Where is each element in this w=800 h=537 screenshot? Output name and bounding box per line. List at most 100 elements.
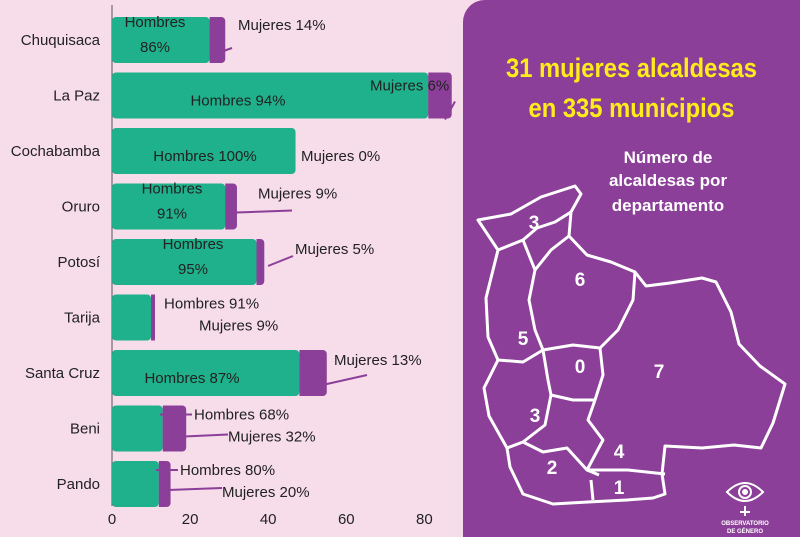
x-tick-label: 80 bbox=[416, 511, 433, 528]
border-chuquisaca-tarija bbox=[587, 468, 666, 476]
border-la-paz-oruro bbox=[497, 238, 545, 351]
category-labels: Chuquisaca La Paz Cochabamba Oruro Potosí Tar… bbox=[11, 32, 101, 493]
border-potosi-chuquisaca bbox=[506, 394, 553, 450]
data-label-hombres: Hombres 68% bbox=[194, 407, 289, 424]
bar-hombres bbox=[112, 405, 163, 452]
category-label: Pando bbox=[57, 476, 100, 493]
bar-hombres bbox=[112, 294, 152, 341]
bar-hombres bbox=[112, 350, 300, 396]
x-tick-label: 40 bbox=[260, 511, 277, 528]
bar-joint bbox=[299, 350, 304, 396]
map-count-cochabamba: 0 bbox=[575, 357, 586, 378]
bar-hombres bbox=[112, 128, 296, 174]
bar-mujeres bbox=[299, 350, 327, 396]
category-label: Potosí bbox=[57, 254, 100, 271]
data-label-mujeres: Mujeres 0% bbox=[301, 148, 380, 165]
category-label: Cochabamba bbox=[11, 143, 101, 160]
bar-hombres bbox=[112, 17, 210, 63]
map-title-line-3: departamento bbox=[611, 196, 725, 215]
data-label-hombres-pct: 86% bbox=[140, 39, 170, 56]
data-label-mujeres: Mujeres 9% bbox=[199, 318, 278, 335]
bars bbox=[112, 17, 452, 507]
category-label: Tarija bbox=[64, 310, 101, 327]
map-title-line-1: Número de bbox=[623, 148, 713, 167]
border-la-paz-beni bbox=[533, 234, 570, 271]
bar-hombres bbox=[112, 239, 257, 285]
data-label-hombres: Hombres bbox=[142, 181, 203, 198]
bar-joint bbox=[151, 294, 155, 341]
data-label-mujeres: Mujeres 13% bbox=[334, 352, 422, 369]
bar-joint bbox=[428, 72, 433, 119]
data-label-mujeres: Mujeres 14% bbox=[238, 17, 326, 34]
bolivia-map: 3 6 7 5 0 3 2 4 1 OBSERVATORIO DE GÉNERO bbox=[476, 184, 787, 535]
data-label-hombres: Hombres 91% bbox=[164, 296, 259, 313]
map-count-beni: 7 bbox=[654, 362, 665, 383]
map-count-oruro: 5 bbox=[518, 329, 529, 350]
bar-mujeres bbox=[428, 72, 452, 119]
border-tarija-inner bbox=[589, 479, 595, 501]
x-tick-label: 60 bbox=[338, 511, 355, 528]
leader-line bbox=[167, 487, 223, 491]
data-label-hombres: Hombres 94% bbox=[190, 93, 285, 110]
map-count-chuquisaca: 4 bbox=[614, 442, 625, 463]
leader-line bbox=[267, 255, 294, 267]
leader-line bbox=[444, 101, 456, 120]
map-title-line-2: alcaldesas por bbox=[608, 171, 728, 190]
bar-joint bbox=[162, 405, 167, 452]
category-label: Oruro bbox=[62, 199, 100, 216]
map-count-santa-cruz: 2 bbox=[547, 458, 558, 479]
leader-line bbox=[235, 209, 293, 214]
x-tick-labels: 0 20 40 60 80 bbox=[108, 511, 433, 528]
summary-panel: 31 mujeres alcaldesas en 335 municipios … bbox=[463, 0, 800, 537]
observatorio-logo: OBSERVATORIO DE GÉNERO bbox=[721, 482, 769, 535]
data-label-hombres-pct: 95% bbox=[178, 261, 208, 278]
data-label-mujeres: Mujeres 9% bbox=[258, 186, 337, 203]
data-label-hombres: Hombres bbox=[163, 236, 224, 253]
headline-line-2: en 335 municipios bbox=[528, 93, 735, 123]
data-label-hombres: Hombres 87% bbox=[144, 370, 239, 387]
bar-hombres bbox=[112, 183, 226, 230]
data-label-hombres-pct: 91% bbox=[157, 206, 187, 223]
border-cochabamba-santa-cruz bbox=[593, 347, 605, 401]
border-la-paz-cochabamba bbox=[542, 343, 601, 352]
data-label-hombres: Hombres 80% bbox=[180, 462, 275, 479]
border-chuquisaca-santa-cruz bbox=[585, 399, 605, 477]
border-cochabamba-potosi bbox=[550, 393, 595, 402]
border-potosi-tarija bbox=[522, 440, 589, 472]
logo-name-line-2: DE GÉNERO bbox=[727, 527, 763, 535]
category-label: Beni bbox=[70, 421, 100, 438]
x-tick-label: 20 bbox=[182, 511, 199, 528]
x-tick-label: 0 bbox=[108, 511, 116, 528]
map-count-tarija: 1 bbox=[614, 478, 625, 499]
data-label-hombres: Hombres 100% bbox=[153, 148, 256, 165]
eye-venus-icon bbox=[725, 482, 765, 516]
category-label: La Paz bbox=[53, 88, 100, 105]
leader-lines bbox=[156, 47, 456, 491]
bar-hombres bbox=[112, 461, 159, 507]
border-beni-cochabamba bbox=[598, 271, 637, 350]
border-oruro-potosi bbox=[497, 348, 553, 396]
data-label-mujeres: Mujeres 32% bbox=[228, 429, 316, 446]
data-label-hombres: Hombres bbox=[125, 14, 186, 31]
leader-line bbox=[317, 374, 368, 387]
bar-mujeres bbox=[162, 405, 187, 452]
category-label: Chuquisaca bbox=[21, 32, 101, 49]
leader-line bbox=[183, 433, 229, 438]
headline-line-1: 31 mujeres alcaldesas bbox=[506, 53, 757, 83]
map-count-potosi: 3 bbox=[530, 406, 541, 427]
bolivia-outline bbox=[476, 184, 787, 506]
bar-joint bbox=[209, 17, 214, 63]
bar-joint bbox=[158, 461, 163, 507]
stacked-bar-chart: Chuquisaca La Paz Cochabamba Oruro Potosí Tar… bbox=[11, 5, 456, 528]
data-labels: Hombres 86% Mujeres 14% Hombres 94% Mujeres … bbox=[125, 14, 450, 501]
bar-hombres bbox=[112, 72, 429, 119]
bar-joint bbox=[225, 183, 230, 230]
data-label-mujeres: Mujeres 20% bbox=[222, 484, 310, 501]
leader-line bbox=[214, 47, 233, 55]
map-count-la-paz: 6 bbox=[575, 270, 586, 291]
category-label: Santa Cruz bbox=[25, 365, 100, 382]
logo-name-line-1: OBSERVATORIO bbox=[721, 521, 769, 527]
bar-joint bbox=[256, 239, 261, 285]
border-pando-la-paz bbox=[522, 210, 572, 242]
data-label-mujeres: Mujeres 5% bbox=[295, 241, 374, 258]
